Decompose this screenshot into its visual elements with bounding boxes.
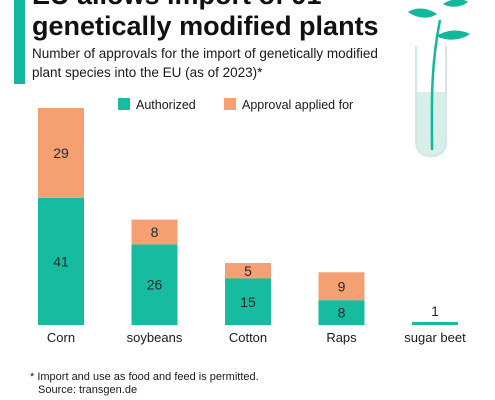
value-label-cotton-authorized: 15 bbox=[240, 294, 256, 310]
chart-title: EU allows import of 91 genetically modif… bbox=[32, 0, 379, 41]
value-label-sugar-beet-authorized: 1 bbox=[431, 303, 439, 319]
bar-corn-applied bbox=[38, 108, 84, 198]
legend-label-applied: Approval applied for bbox=[242, 98, 353, 112]
bar-raps-applied bbox=[318, 272, 365, 301]
x-label-raps: Raps bbox=[326, 330, 357, 345]
legend-label-authorized: Authorized bbox=[136, 98, 196, 112]
legend-swatch-authorized bbox=[118, 98, 130, 110]
footnote-source: Source: transgen.de bbox=[38, 384, 138, 396]
bar-cotton-applied bbox=[225, 263, 271, 279]
x-label-sugar-beet: sugar beet bbox=[404, 330, 466, 345]
value-label-raps-applied: 9 bbox=[338, 278, 346, 294]
bar-soybeans-authorized bbox=[131, 244, 178, 325]
bar-sugar-beet-authorized bbox=[412, 321, 458, 325]
value-label-cotton-applied: 5 bbox=[244, 263, 252, 279]
test-tube-plant-icon bbox=[408, 0, 470, 158]
chart-subtitle: Number of approvals for the import of ge… bbox=[32, 46, 378, 80]
bar-raps-authorized bbox=[318, 300, 365, 325]
legend-swatch-applied bbox=[224, 98, 236, 110]
value-label-corn-applied: 29 bbox=[53, 145, 69, 161]
bars: 41 29 26 8 15 5 8 9 1 bbox=[38, 108, 458, 325]
x-label-soybeans: soybeans bbox=[127, 330, 183, 345]
x-label-cotton: Cotton bbox=[229, 330, 267, 345]
bar-corn-authorized bbox=[38, 197, 84, 325]
footnote: * Import and use as food and feed is per… bbox=[30, 371, 450, 397]
x-label-corn: Corn bbox=[47, 330, 75, 345]
value-label-raps-authorized: 8 bbox=[338, 305, 346, 321]
footnote-note: * Import and use as food and feed is per… bbox=[30, 371, 259, 383]
value-label-soybeans-applied: 8 bbox=[151, 224, 159, 240]
x-axis-labels: Corn soybeans Cotton Raps sugar beet bbox=[47, 330, 466, 345]
value-label-soybeans-authorized: 26 bbox=[147, 277, 163, 293]
bar-cotton-authorized bbox=[225, 278, 271, 325]
accent-bar bbox=[14, 0, 25, 84]
value-label-corn-authorized: 41 bbox=[53, 253, 69, 269]
bar-soybeans-applied bbox=[131, 219, 178, 245]
legend: Authorized Approval applied for bbox=[118, 98, 353, 112]
